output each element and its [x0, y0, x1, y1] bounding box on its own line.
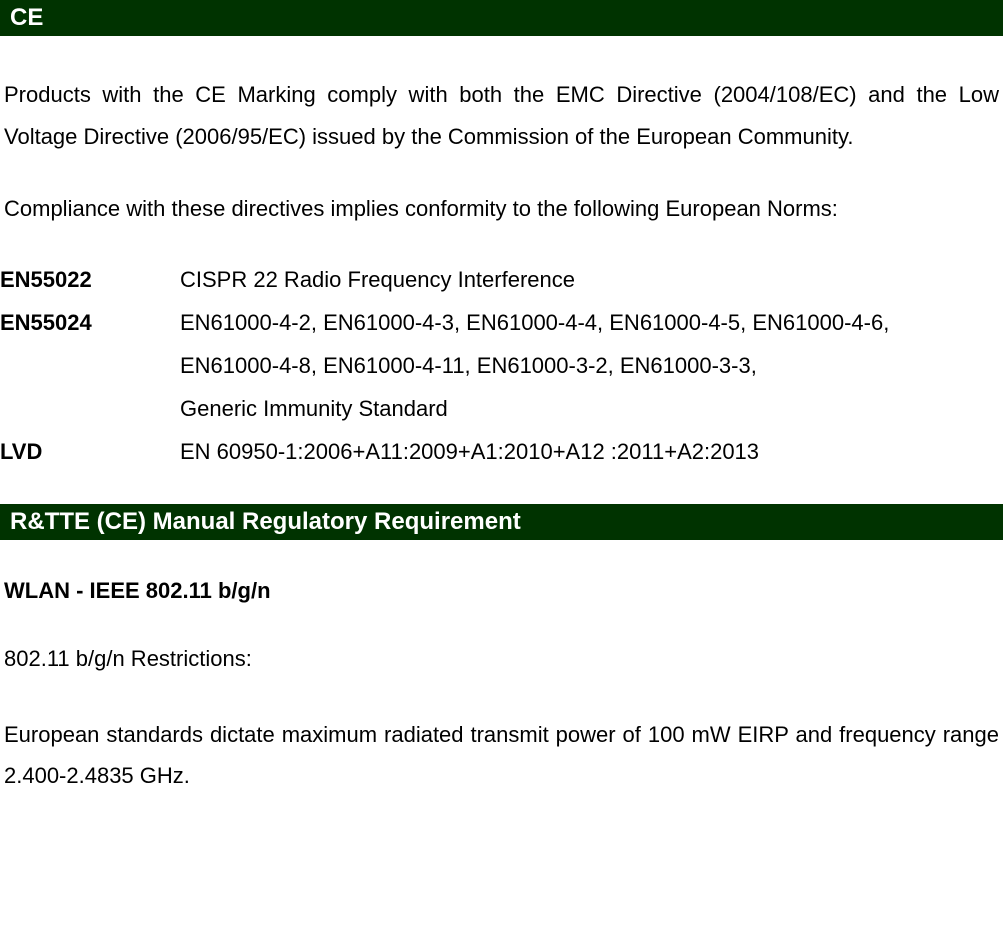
standards-table: EN55022 CISPR 22 Radio Frequency Interfe… [0, 259, 1003, 473]
table-row: LVD EN 60950-1:2006+A11:2009+A1:2010+A12… [0, 431, 1003, 474]
restrictions-body: European standards dictate maximum radia… [0, 714, 1003, 798]
wlan-heading: WLAN - IEEE 802.11 b/g/n [0, 578, 1003, 604]
std-lvd-desc: EN 60950-1:2006+A11:2009+A1:2010+A12 :20… [180, 431, 1003, 474]
std-en55022-desc: CISPR 22 Radio Frequency Interference [180, 259, 1003, 302]
section-header-rtte: R&TTE (CE) Manual Regulatory Requirement [0, 504, 1003, 540]
std-en55024-desc: EN61000-4-2, EN61000-4-3, EN61000-4-4, E… [180, 302, 1003, 431]
std-en55022-label: EN55022 [0, 259, 180, 302]
ce-intro-paragraph: Products with the CE Marking comply with… [0, 74, 1003, 158]
section-header-ce: CE [0, 0, 1003, 36]
restrictions-heading: 802.11 b/g/n Restrictions: [0, 638, 1003, 680]
std-lvd-label: LVD [0, 431, 180, 474]
std-en55024-label: EN55024 [0, 302, 180, 431]
std-en55024-line3: Generic Immunity Standard [180, 396, 448, 421]
std-en55024-line1: EN61000-4-2, EN61000-4-3, EN61000-4-4, E… [180, 310, 889, 335]
table-row: EN55024 EN61000-4-2, EN61000-4-3, EN6100… [0, 302, 1003, 431]
ce-conformity-paragraph: Compliance with these directives implies… [0, 188, 1003, 230]
table-row: EN55022 CISPR 22 Radio Frequency Interfe… [0, 259, 1003, 302]
std-en55024-line2: EN61000-4-8, EN61000-4-11, EN61000-3-2, … [180, 353, 757, 378]
